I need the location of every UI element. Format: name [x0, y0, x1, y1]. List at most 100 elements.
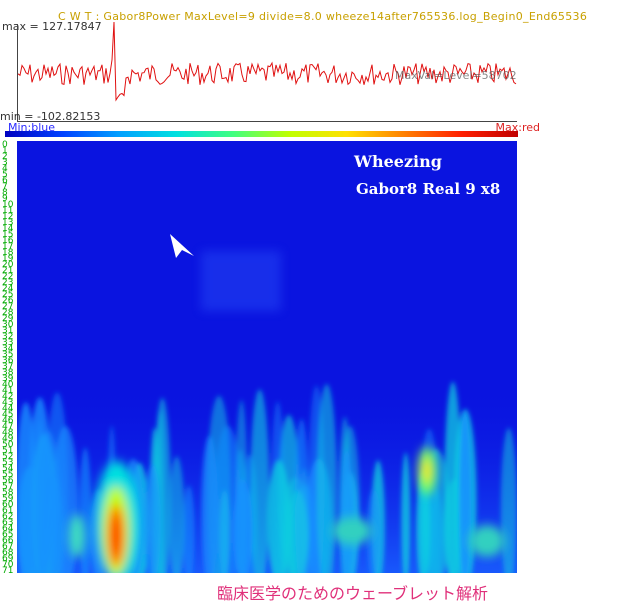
- scale-tick-label: 50: [2, 440, 14, 450]
- scale-tick-label: 9: [2, 194, 8, 204]
- scale-tick-label: 39: [2, 374, 14, 384]
- scale-tick-label: 64: [2, 524, 14, 534]
- scale-tick-label: 21: [2, 266, 14, 276]
- scale-tick-label: 22: [2, 272, 14, 282]
- scale-tick-label: 19: [2, 254, 14, 264]
- scale-tick-label: 5: [2, 170, 8, 180]
- scalogram-plume: [267, 459, 291, 573]
- scale-tick-label: 31: [2, 326, 14, 336]
- scale-tick-label: 6: [2, 176, 8, 186]
- scale-tick-label: 14: [2, 224, 14, 234]
- scale-tick-label: 47: [2, 422, 14, 432]
- scale-tick-label: 58: [2, 488, 14, 498]
- scale-tick-label: 67: [2, 542, 14, 552]
- warm-spot-far-right: [469, 525, 505, 557]
- scalogram-plume: [250, 389, 270, 573]
- scalogram-plume: [366, 488, 382, 573]
- scale-tick-label: 26: [2, 296, 14, 306]
- waveform-y-axis: [17, 24, 18, 122]
- scale-tick-label: 16: [2, 236, 14, 246]
- scale-tick-label: 40: [2, 380, 14, 390]
- scale-tick-label: 65: [2, 530, 14, 540]
- scale-tick-label: 38: [2, 368, 14, 378]
- hot-band-core: [111, 512, 121, 560]
- scale-tick-label: 71: [2, 566, 14, 576]
- scale-tick-label: 34: [2, 344, 14, 354]
- scale-tick-label: 7: [2, 182, 8, 192]
- window-title: C W T : Gabor8Power MaxLevel=9 divide=8.…: [58, 10, 588, 23]
- scale-tick-label: 2: [2, 152, 8, 162]
- waveform-baseline: [17, 121, 517, 122]
- scale-tick-label: 20: [2, 260, 14, 270]
- colorbar-min-label: Min:blue: [8, 121, 56, 134]
- scalogram-plume: [44, 475, 59, 573]
- colorbar-gradient: [5, 131, 518, 137]
- scale-tick-label: 57: [2, 482, 14, 492]
- signal-waveform: [17, 21, 517, 102]
- scalogram-plume: [316, 383, 337, 573]
- scale-tick-label: 13: [2, 218, 14, 228]
- scale-tick-label: 62: [2, 512, 14, 522]
- scale-tick-label: 35: [2, 350, 14, 360]
- scale-tick-label: 63: [2, 518, 14, 528]
- scale-tick-label: 51: [2, 446, 14, 456]
- scale-tick-label: 0: [2, 140, 8, 150]
- scale-tick-label: 44: [2, 404, 14, 414]
- min-value-label: min = -102.82153: [0, 110, 101, 123]
- scalogram-plume: [183, 485, 195, 573]
- scalogram-plot: [17, 141, 517, 573]
- scale-tick-label: 33: [2, 338, 14, 348]
- scalogram-plume: [500, 427, 517, 573]
- scale-tick-label: 45: [2, 410, 14, 420]
- arrow-pointer-icon: [170, 234, 194, 258]
- scale-tick-label: 42: [2, 392, 14, 402]
- scalogram-plume: [233, 479, 253, 573]
- scalogram-plume: [143, 463, 161, 573]
- scale-tick-label: 66: [2, 536, 14, 546]
- hot-band: [69, 447, 505, 573]
- max-value-label: max = 127.17847: [2, 20, 102, 33]
- scale-tick-label: 36: [2, 356, 14, 366]
- scale-tick-label: 55: [2, 470, 14, 480]
- scalogram-plume: [201, 435, 218, 573]
- scalogram-plume: [401, 452, 411, 573]
- scale-tick-label: 3: [2, 158, 8, 168]
- scale-tick-label: 17: [2, 242, 14, 252]
- scalogram-plume: [458, 410, 472, 573]
- scale-tick-label: 54: [2, 464, 14, 474]
- scale-tick-label: 32: [2, 332, 14, 342]
- scale-tick-label: 10: [2, 200, 14, 210]
- scale-tick-label: 60: [2, 500, 14, 510]
- scalogram-plume: [168, 456, 185, 573]
- scale-tick-label: 24: [2, 284, 14, 294]
- scale-tick-label: 61: [2, 506, 14, 516]
- scale-tick-label: 11: [2, 206, 14, 216]
- warm-spot-mid: [69, 514, 85, 558]
- overlay-label-wheezing: Wheezing: [354, 152, 442, 171]
- scale-tick-label: 23: [2, 278, 14, 288]
- scale-tick-label: 43: [2, 398, 14, 408]
- scale-tick-label: 53: [2, 458, 14, 468]
- scale-tick-label: 8: [2, 188, 8, 198]
- colorbar-labels: Min:blue Max:red: [4, 121, 540, 134]
- scale-tick-label: 18: [2, 248, 14, 258]
- caption-text: 臨床医学のためのウェーブレット解析: [217, 584, 489, 603]
- scale-tick-label: 30: [2, 320, 14, 330]
- scale-tick-label: 69: [2, 554, 14, 564]
- scale-tick-label: 27: [2, 302, 14, 312]
- scale-tick-label: 56: [2, 476, 14, 486]
- scale-tick-label: 46: [2, 416, 14, 426]
- scale-tick-label: 48: [2, 428, 14, 438]
- scale-tick-label: 70: [2, 560, 14, 570]
- scale-tick-label: 49: [2, 434, 14, 444]
- scale-tick-label: 12: [2, 212, 14, 222]
- scale-tick-label: 37: [2, 362, 14, 372]
- scale-tick-label: 29: [2, 314, 14, 324]
- scale-tick-label: 4: [2, 164, 8, 174]
- scale-tick-label: 15: [2, 230, 14, 240]
- hot-spot-right: [423, 459, 431, 483]
- scale-tick-label: 52: [2, 452, 14, 462]
- scale-axis: 0 1 2 3 4 5 6 7 8 9 10 11 12 13 14 15 16 17 18 19 20 21 22 23 24…: [0, 140, 17, 576]
- scale-tick-label: 25: [2, 290, 14, 300]
- warm-spot-lower-right: [332, 517, 372, 545]
